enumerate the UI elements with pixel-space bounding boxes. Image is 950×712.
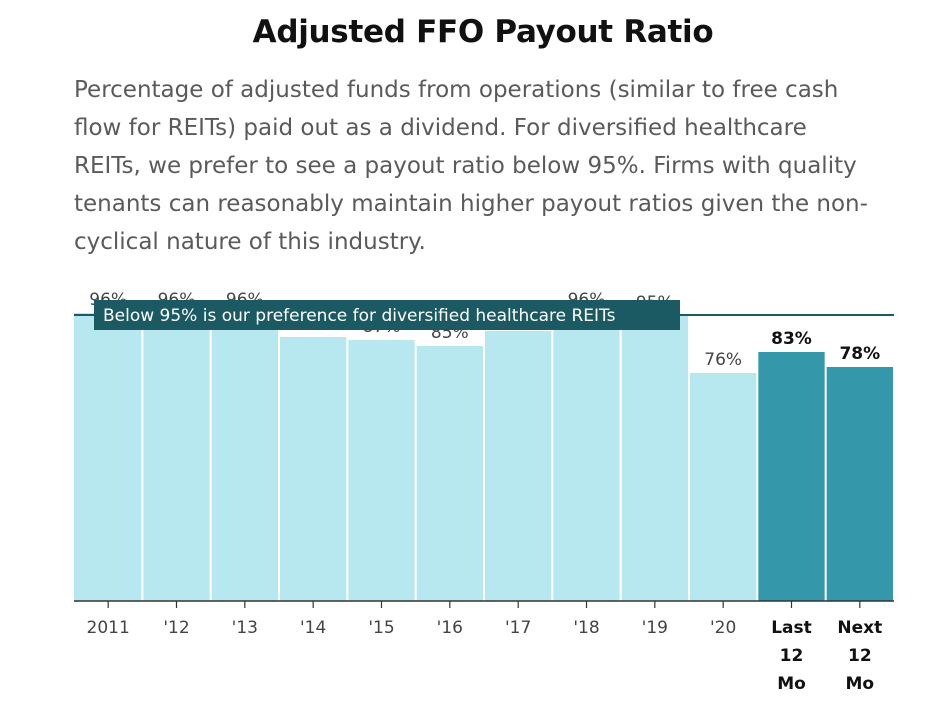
- reference-label-box: [94, 300, 680, 330]
- tick-label-3: '14: [300, 618, 326, 638]
- tick-label-9: '20: [710, 618, 736, 638]
- tick-label-0: 2011: [87, 618, 130, 638]
- value-label-10: 83%: [771, 329, 812, 349]
- tick-label-5: '16: [437, 618, 463, 638]
- bars-group: [74, 313, 893, 601]
- bar-4: [348, 340, 415, 601]
- tick-label-11: Next 12 Mo: [837, 618, 882, 694]
- bar-0: [74, 313, 142, 601]
- tick-label-4: '15: [368, 618, 394, 638]
- tick-label-7: '18: [573, 618, 599, 638]
- bar-3: [280, 337, 347, 601]
- tick-label-2: '13: [232, 618, 258, 638]
- bar-1: [143, 313, 210, 601]
- tick-label-1: '12: [163, 618, 189, 638]
- bar-8: [621, 316, 688, 601]
- tick-label-6: '17: [505, 618, 531, 638]
- value-label-9: 76%: [704, 350, 742, 370]
- chart-title: Adjusted FFO Payout Ratio: [252, 14, 714, 50]
- tick-label-8: '19: [642, 618, 668, 638]
- bar-6: [485, 331, 552, 601]
- tick-group: 2011 '12 '13 '14 '15 '16 '17 '18 '19 '20 Last 12 Mo N…: [87, 601, 882, 694]
- chart-subtitle: Percentage of adjusted funds from operat…: [74, 77, 868, 255]
- bar-11: [826, 367, 893, 601]
- bar-7: [553, 313, 620, 601]
- bar-2: [211, 313, 278, 601]
- reference-group: Below 95% is our preference for diversif…: [74, 300, 894, 330]
- reference-label: Below 95% is our preference for diversif…: [103, 306, 616, 326]
- bar-5: [416, 346, 483, 601]
- tick-label-10: Last 12 Mo: [771, 618, 812, 694]
- bar-9: [690, 373, 757, 601]
- value-label-11: 78%: [839, 344, 880, 364]
- bar-10: [758, 352, 825, 601]
